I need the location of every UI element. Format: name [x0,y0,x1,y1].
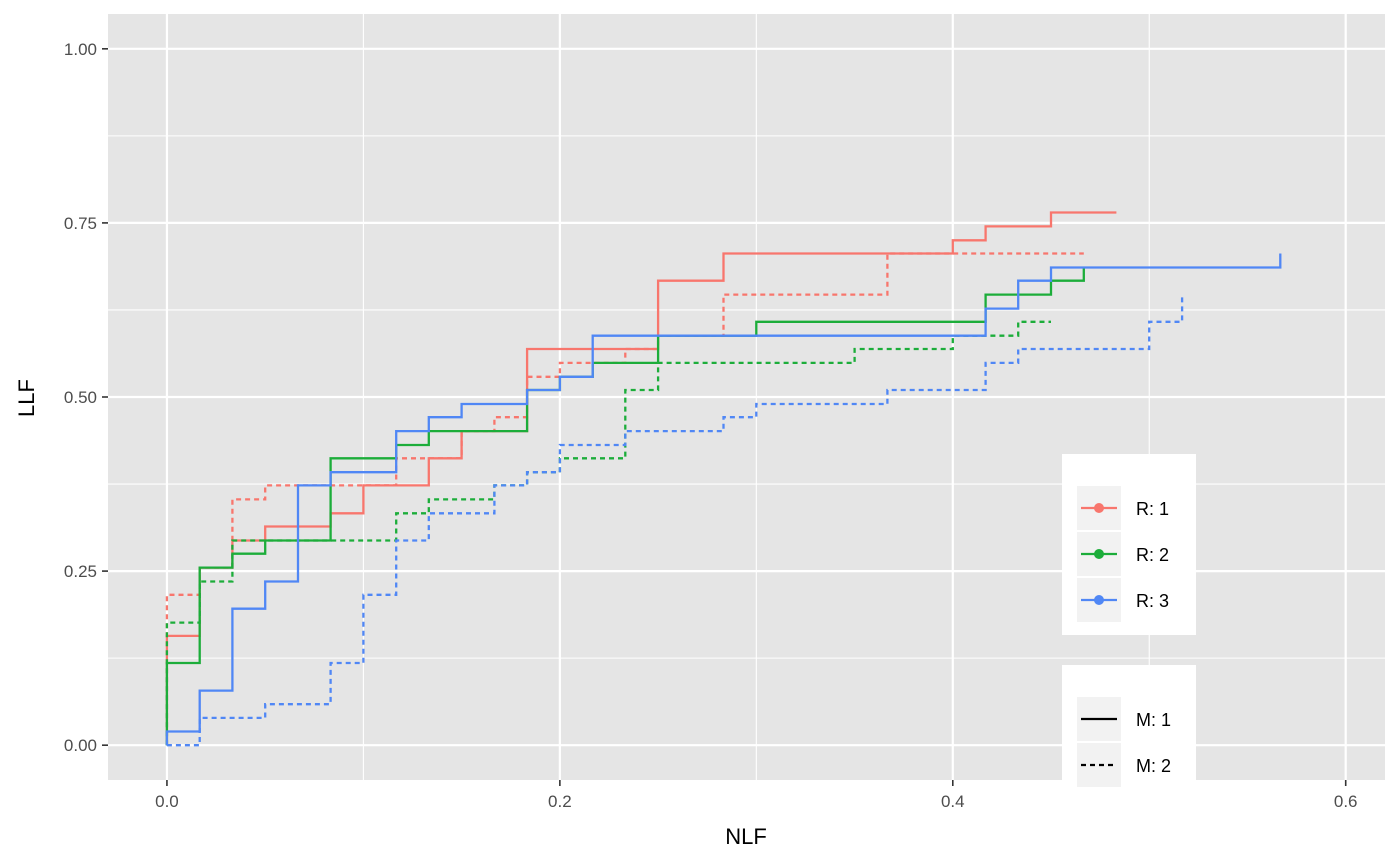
legend-label: R: 1 [1136,499,1169,519]
x-tick-label: 0.2 [548,792,572,811]
x-tick-label: 0.4 [941,792,965,811]
legend-key-point [1094,549,1104,559]
legend-key-point [1094,503,1104,513]
plot-panel [108,14,1385,780]
y-tick-label: 0.00 [64,736,97,755]
axes: 0.0 0.2 0.4 0.6 0.00 0.25 0.50 0.75 1.00 [64,40,1358,811]
legend-key-point [1094,595,1104,605]
legend-label: R: 2 [1136,545,1169,565]
legend-label: M: 1 [1136,710,1171,730]
y-tick-label: 0.25 [64,562,97,581]
series-line-r3-m1 [165,253,1282,746]
series-line-r3-m2 [166,294,1184,747]
x-axis-title: NLF [725,824,767,849]
legends: R: 1 R: 2 R: 3 M: 1 M: 2 [1062,454,1196,790]
y-axis-title: LLF [14,379,39,417]
series-lines [165,211,1282,747]
x-tick-label: 0.0 [155,792,179,811]
legend-label: M: 2 [1136,756,1171,776]
x-tick-label: 0.6 [1334,792,1358,811]
y-tick-label: 1.00 [64,40,97,59]
legend-label: R: 3 [1136,591,1169,611]
y-tick-label: 0.75 [64,214,97,233]
y-tick-label: 0.50 [64,388,97,407]
